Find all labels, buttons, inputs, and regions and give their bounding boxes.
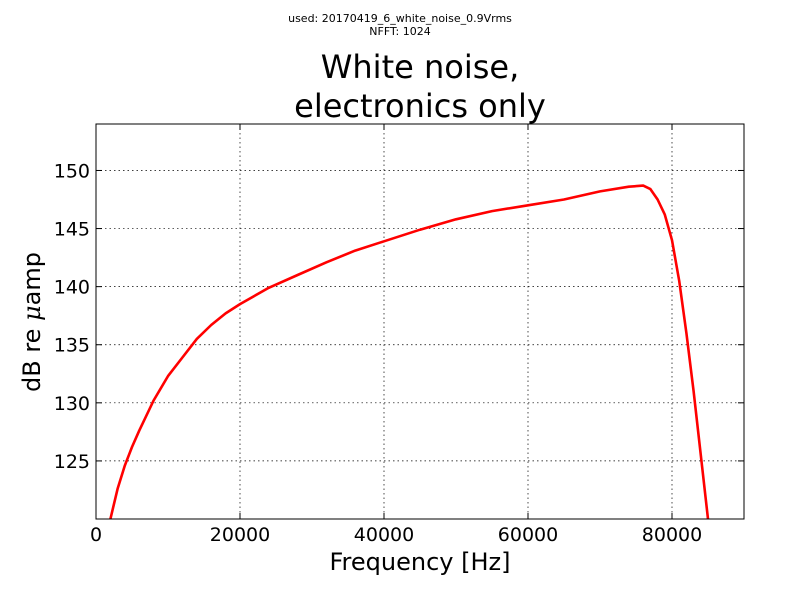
y-tick-label: 145 <box>54 219 90 241</box>
x-tick-label: 20000 <box>210 524 270 546</box>
y-tick-label: 140 <box>54 277 90 299</box>
x-tick-label: 80000 <box>642 524 702 546</box>
y-axis-label-suffix: amp <box>18 252 46 305</box>
series-line <box>109 184 710 519</box>
x-tick-labels: 0 20000 40000 60000 80000 <box>90 524 702 546</box>
y-axis-label: dB re μamp <box>18 252 46 392</box>
grid-lines <box>95 124 744 519</box>
y-axis-label-mu: μ <box>18 305 46 321</box>
x-tick-label: 0 <box>90 524 102 546</box>
y-tick-label: 125 <box>54 451 90 473</box>
y-tick-label: 130 <box>54 393 90 415</box>
chart-title-line-2: electronics only <box>294 87 546 125</box>
series-layer <box>109 184 710 519</box>
y-tick-label: 150 <box>54 160 90 182</box>
y-tick-labels: 125 130 135 140 145 150 <box>54 160 90 472</box>
chart-source-line: used: 20170419_6_white_noise_0.9Vrms <box>288 12 512 25</box>
x-tick-label: 60000 <box>498 524 558 546</box>
chart-title-line-1: White noise, <box>320 48 520 86</box>
plot-area-frame <box>95 123 745 520</box>
y-axis-label-prefix: dB re <box>18 321 46 392</box>
chart-nfft-line: NFFT: 1024 <box>369 25 431 38</box>
x-tick-label: 40000 <box>354 524 414 546</box>
y-tick-label: 135 <box>54 335 90 357</box>
x-axis-label: Frequency [Hz] <box>330 548 511 576</box>
tick-marks <box>95 124 744 519</box>
